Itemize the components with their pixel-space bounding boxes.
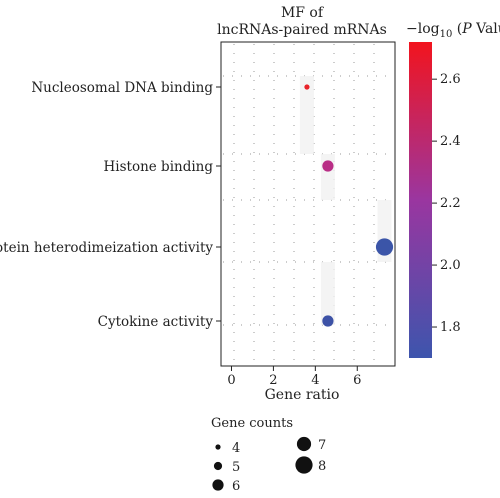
size-legend-marker xyxy=(296,436,312,452)
x-tick-label: 6 xyxy=(353,373,361,388)
colorbar-title-rest: Value) xyxy=(472,21,500,37)
colorbar-tick-label: 1.8 xyxy=(440,320,461,335)
colorbar-tick-label: 2.2 xyxy=(440,196,461,211)
colorbar-title: −log10 (P Value) xyxy=(406,21,500,40)
colorbar: −log10 (P Value) 1.8 2.0 2.2 2.4 2.6 xyxy=(406,21,500,358)
size-legend-marker xyxy=(213,461,223,471)
x-axis-label: Gene ratio xyxy=(265,387,340,403)
plot-area xyxy=(220,41,396,367)
size-legend-label: 6 xyxy=(232,479,240,494)
colorbar-tick-label: 2.0 xyxy=(440,258,461,273)
chart-title-group: MF of lncRNAs-paired mRNAs xyxy=(217,5,387,38)
chart-title-line-1: MF of xyxy=(281,5,325,21)
y-axis: Nucleosomal DNA binding Histone binding Pr… xyxy=(0,80,221,330)
colorbar-ticks: 1.8 2.0 2.2 2.4 2.6 xyxy=(432,72,461,335)
size-legend-marker xyxy=(295,456,313,474)
x-tick-label: 2 xyxy=(269,373,277,388)
data-point xyxy=(304,84,310,90)
colorbar-tick-label: 2.4 xyxy=(440,134,461,149)
size-legend: Gene counts 4 5 6 7 8 xyxy=(211,416,326,494)
size-legend-label: 5 xyxy=(232,460,240,475)
point-band xyxy=(320,262,335,325)
size-legend-label: 7 xyxy=(318,438,326,453)
colorbar-title-paren: ( xyxy=(452,21,462,37)
data-point xyxy=(322,160,334,172)
size-legend-label: 8 xyxy=(318,459,326,474)
size-legend-label: 4 xyxy=(232,441,240,456)
size-legend-marker xyxy=(212,479,224,491)
x-tick-label: 0 xyxy=(227,373,235,388)
x-tick-label: 4 xyxy=(311,373,319,388)
chart-title-line-2: lncRNAs-paired mRNAs xyxy=(217,22,387,38)
y-tick-label: Nucleosomal DNA binding xyxy=(31,80,213,96)
x-axis: 0 2 4 6 xyxy=(227,366,361,388)
colorbar-gradient xyxy=(409,42,432,358)
colorbar-title-subscript: 10 xyxy=(440,29,453,40)
data-point xyxy=(375,238,394,256)
y-tick-label: Protein heterodimeization activity xyxy=(0,240,213,256)
y-tick-label: Histone binding xyxy=(104,159,214,175)
colorbar-title-p: P xyxy=(461,21,472,37)
size-legend-items: 4 5 6 7 8 xyxy=(212,436,326,494)
size-legend-marker xyxy=(215,444,221,450)
size-legend-title: Gene counts xyxy=(211,416,293,431)
y-tick-label: Cytokine activity xyxy=(98,314,214,330)
point-band xyxy=(299,76,314,154)
colorbar-title-prefix: −log xyxy=(406,21,440,37)
colorbar-tick-label: 2.6 xyxy=(440,72,461,87)
data-point xyxy=(322,315,334,327)
